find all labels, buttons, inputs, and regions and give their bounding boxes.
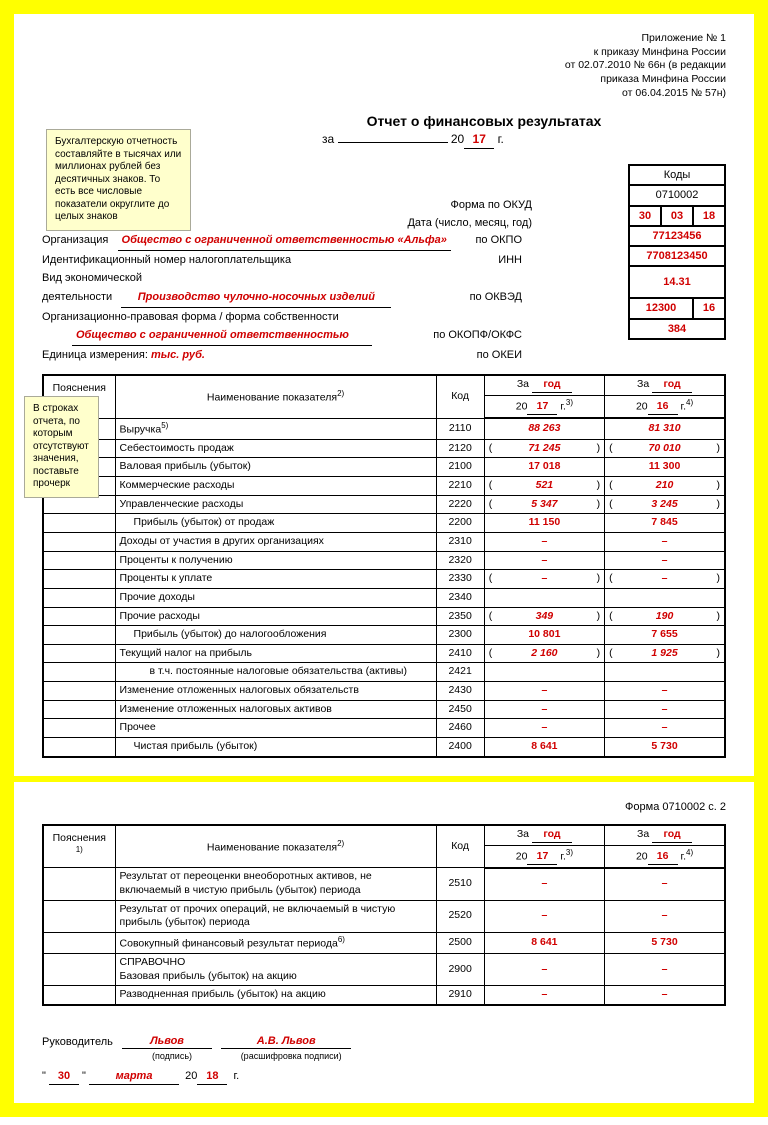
codes-block: Коды 0710002 30 03 18 77123456 770812345… (628, 164, 726, 340)
table-row: Прочие доходы2340 (43, 588, 725, 607)
table-row: в т.ч. постоянные налоговые обязательств… (43, 663, 725, 682)
doc-title: Отчет о финансовых результатах (242, 112, 726, 130)
table-row: Изменение отложенных налоговых активов24… (43, 700, 725, 719)
table-row: Прочие расходы2350(349)(190) (43, 607, 725, 626)
table-row: Проценты к получению2320–– (43, 551, 725, 570)
table-row: Доходы от участия в других организациях2… (43, 532, 725, 551)
signature-block: Руководитель Львов А.В. Львов (подпись) … (42, 1034, 726, 1085)
table-row: СПРАВОЧНОБазовая прибыль (убыток) на акц… (43, 953, 725, 985)
appendix-header: Приложение № 1 к приказу Минфина России … (42, 32, 726, 100)
page-2: Форма 0710002 с. 2 Пояснения1) Наименова… (14, 776, 754, 1103)
table-row: Прочее2460–– (43, 719, 725, 738)
period-line: за 2017 г. (322, 132, 726, 149)
table-row: Разводненная прибыль (убыток) на акцию29… (43, 986, 725, 1005)
table-row: Выручка5)211088 26381 310 (43, 418, 725, 439)
financial-table-1: Пояснения1) Наименование показателя2) Ко… (42, 374, 726, 757)
table-row: Совокупный финансовый результат периода6… (43, 932, 725, 953)
table-row: Управленческие расходы2220(5 347)(3 245) (43, 495, 725, 514)
table-row: Чистая прибыль (убыток)24008 6415 730 (43, 738, 725, 757)
table-row: Валовая прибыль (убыток)210017 01811 300 (43, 458, 725, 477)
table-row: Текущий налог на прибыль2410(2 160)(1 92… (43, 644, 725, 663)
note-rounding: Бухгалтерскую отчетность составляйте в т… (46, 129, 191, 231)
table-row: Проценты к уплате2330(–)(–) (43, 570, 725, 589)
table-row: Изменение отложенных налоговых обязатель… (43, 682, 725, 701)
note-dash: В строках отчета, по которым отсутствуют… (24, 396, 99, 498)
page-1: Приложение № 1 к приказу Минфина России … (14, 14, 754, 776)
table-row: Коммерческие расходы2210(521)(210) (43, 477, 725, 496)
table-row: Результат от переоценки внеоборотных акт… (43, 868, 725, 900)
financial-table-2: Пояснения1) Наименование показателя2) Ко… (42, 824, 726, 1006)
table-row: Результат от прочих операций, не включае… (43, 900, 725, 932)
page-2-form-note: Форма 0710002 с. 2 (42, 800, 726, 814)
table-row: Себестоимость продаж2120(71 245)(70 010) (43, 439, 725, 458)
table-row: Прибыль (убыток) до налогообложения23001… (43, 626, 725, 645)
table-row: Прибыль (убыток) от продаж220011 1507 84… (43, 514, 725, 533)
